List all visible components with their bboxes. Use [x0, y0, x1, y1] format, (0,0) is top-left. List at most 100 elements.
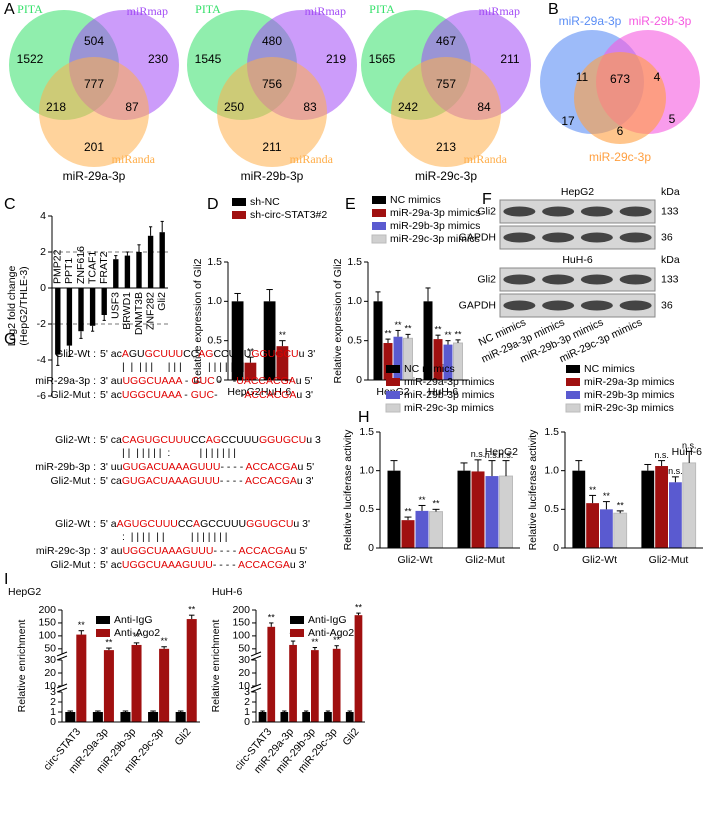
bar: [113, 259, 119, 288]
significance: n.s.: [485, 450, 500, 460]
blot-band: [542, 274, 575, 285]
sequence: 3' auUGGCUAAA - GUC - -UACCACGAu 5': [100, 375, 312, 387]
y-tick-label: 20: [238, 667, 250, 679]
x-tick-label: Gli2-Mut: [649, 554, 689, 566]
bar: [453, 342, 463, 381]
bar: [136, 252, 142, 288]
panel-label: F: [482, 191, 492, 208]
legend-label: Anti-IgG: [308, 614, 347, 626]
bar: [175, 712, 186, 722]
panel-label: H: [358, 409, 370, 426]
legend-swatch: [290, 616, 304, 624]
bar: [600, 509, 613, 548]
blot-band: [503, 206, 536, 217]
sequence-segment: CAGUGCUUU: [122, 434, 191, 446]
y-axis-label: Relative luciferase activity: [342, 429, 354, 551]
bar: [383, 343, 393, 380]
bar: [302, 712, 310, 722]
significance: **: [268, 612, 276, 622]
sequence-segment: - -: [214, 389, 245, 401]
sequence-segment: GU: [129, 348, 145, 360]
legend-label: NC mimics: [390, 194, 441, 206]
significance: **: [161, 636, 169, 646]
bar: [669, 482, 682, 548]
base-pairing: | | | | | | | : | | | | | | |: [122, 447, 236, 459]
sequence-segment: CC: [178, 518, 194, 530]
y-tick-label: 3: [244, 686, 250, 698]
y-tick-label: 3: [50, 686, 56, 698]
sequence-segment: A: [122, 348, 129, 360]
sequence-name: Gli2-Mut :: [50, 559, 96, 571]
bar: [124, 255, 131, 288]
base-pairing: | | | | | | | | | | | | | | |: [122, 361, 245, 373]
sequence-segment: 5' ac: [100, 559, 122, 571]
x-tick-label: TCAF1: [86, 251, 98, 284]
sequence: 3' auUGGCUAAAGUUU- - - - ACCACGAu 5': [100, 545, 307, 557]
sequence-segment: u 3': [297, 475, 314, 487]
sequence: 5' aAGUGCUUUCCAGCCUUUGGUGCUu 3': [100, 518, 310, 530]
bar: [276, 346, 289, 380]
significance: **: [434, 325, 442, 335]
bar: [159, 232, 165, 288]
legend-label: miR-29c-3p mimics: [584, 402, 674, 414]
set-name: miR-29c-3p: [589, 150, 651, 164]
legend-swatch: [566, 365, 580, 373]
venn-circle: [574, 52, 666, 144]
bar: [311, 650, 319, 722]
sequence-segment: 3' au: [100, 375, 123, 387]
bar: [354, 615, 363, 722]
significance: **: [617, 500, 625, 510]
sequence-segment: UGGCUAAA: [122, 375, 182, 387]
significance: **: [384, 328, 392, 338]
sequence-segment: -: [181, 389, 190, 401]
set-name: PITA: [17, 2, 43, 16]
set-name: PITA: [195, 2, 221, 16]
sequence-segment: UACCACGA: [236, 375, 296, 387]
blot-band: [619, 232, 652, 243]
blot-band: [619, 300, 652, 311]
y-tick-label: 0.5: [359, 503, 374, 515]
bar: [324, 712, 332, 722]
venn-circle: [217, 57, 327, 167]
significance: **: [454, 329, 462, 339]
sequence-name: Gli2-Wt :: [55, 348, 96, 360]
region-count: 84: [477, 100, 491, 114]
legend-swatch: [96, 629, 110, 637]
y-tick-label: 50: [238, 643, 250, 655]
axis-break: [56, 687, 68, 693]
bar: [613, 512, 628, 549]
blot-band: [619, 274, 652, 285]
sequence-segment: AG: [206, 434, 221, 446]
sequence-segment: GGUGCU: [259, 434, 306, 446]
significance: **: [432, 499, 440, 509]
y-tick-label: 1.5: [359, 426, 374, 438]
bar: [89, 288, 96, 326]
bar: [443, 344, 453, 380]
sequence-segment: ACCACGA: [246, 461, 298, 473]
sequence-segment: CCUUU: [213, 348, 251, 360]
y-tick-label: 2: [40, 246, 46, 258]
set-name: miRmap: [127, 4, 168, 18]
legend-label: Anti-IgG: [114, 614, 153, 626]
region-count: 83: [303, 100, 317, 114]
sequence-segment: 5' ca: [100, 434, 122, 446]
blot-band: [542, 232, 575, 243]
x-tick-label: Gli2-Wt: [582, 554, 617, 566]
sequence-segment: - - - -: [220, 475, 245, 487]
blot-band: [542, 300, 575, 311]
bar: [655, 466, 668, 548]
x-tick-label: USF3: [110, 292, 122, 319]
bar: [258, 712, 267, 722]
sequence-segment: GUC: [191, 375, 215, 387]
significance: **: [188, 605, 196, 615]
region-count: 1545: [195, 52, 222, 66]
panel-label: B: [548, 1, 559, 18]
set-name: miRanda: [464, 152, 508, 166]
bar: [148, 712, 159, 722]
significance: n.s.: [682, 441, 697, 451]
sequence-name: Gli2-Wt :: [55, 434, 96, 446]
axis-break: [250, 687, 262, 693]
sequence-segment: 3' au: [100, 545, 123, 557]
protein-label: GAPDH: [459, 299, 496, 311]
sequence-segment: GCUUU: [145, 348, 184, 360]
